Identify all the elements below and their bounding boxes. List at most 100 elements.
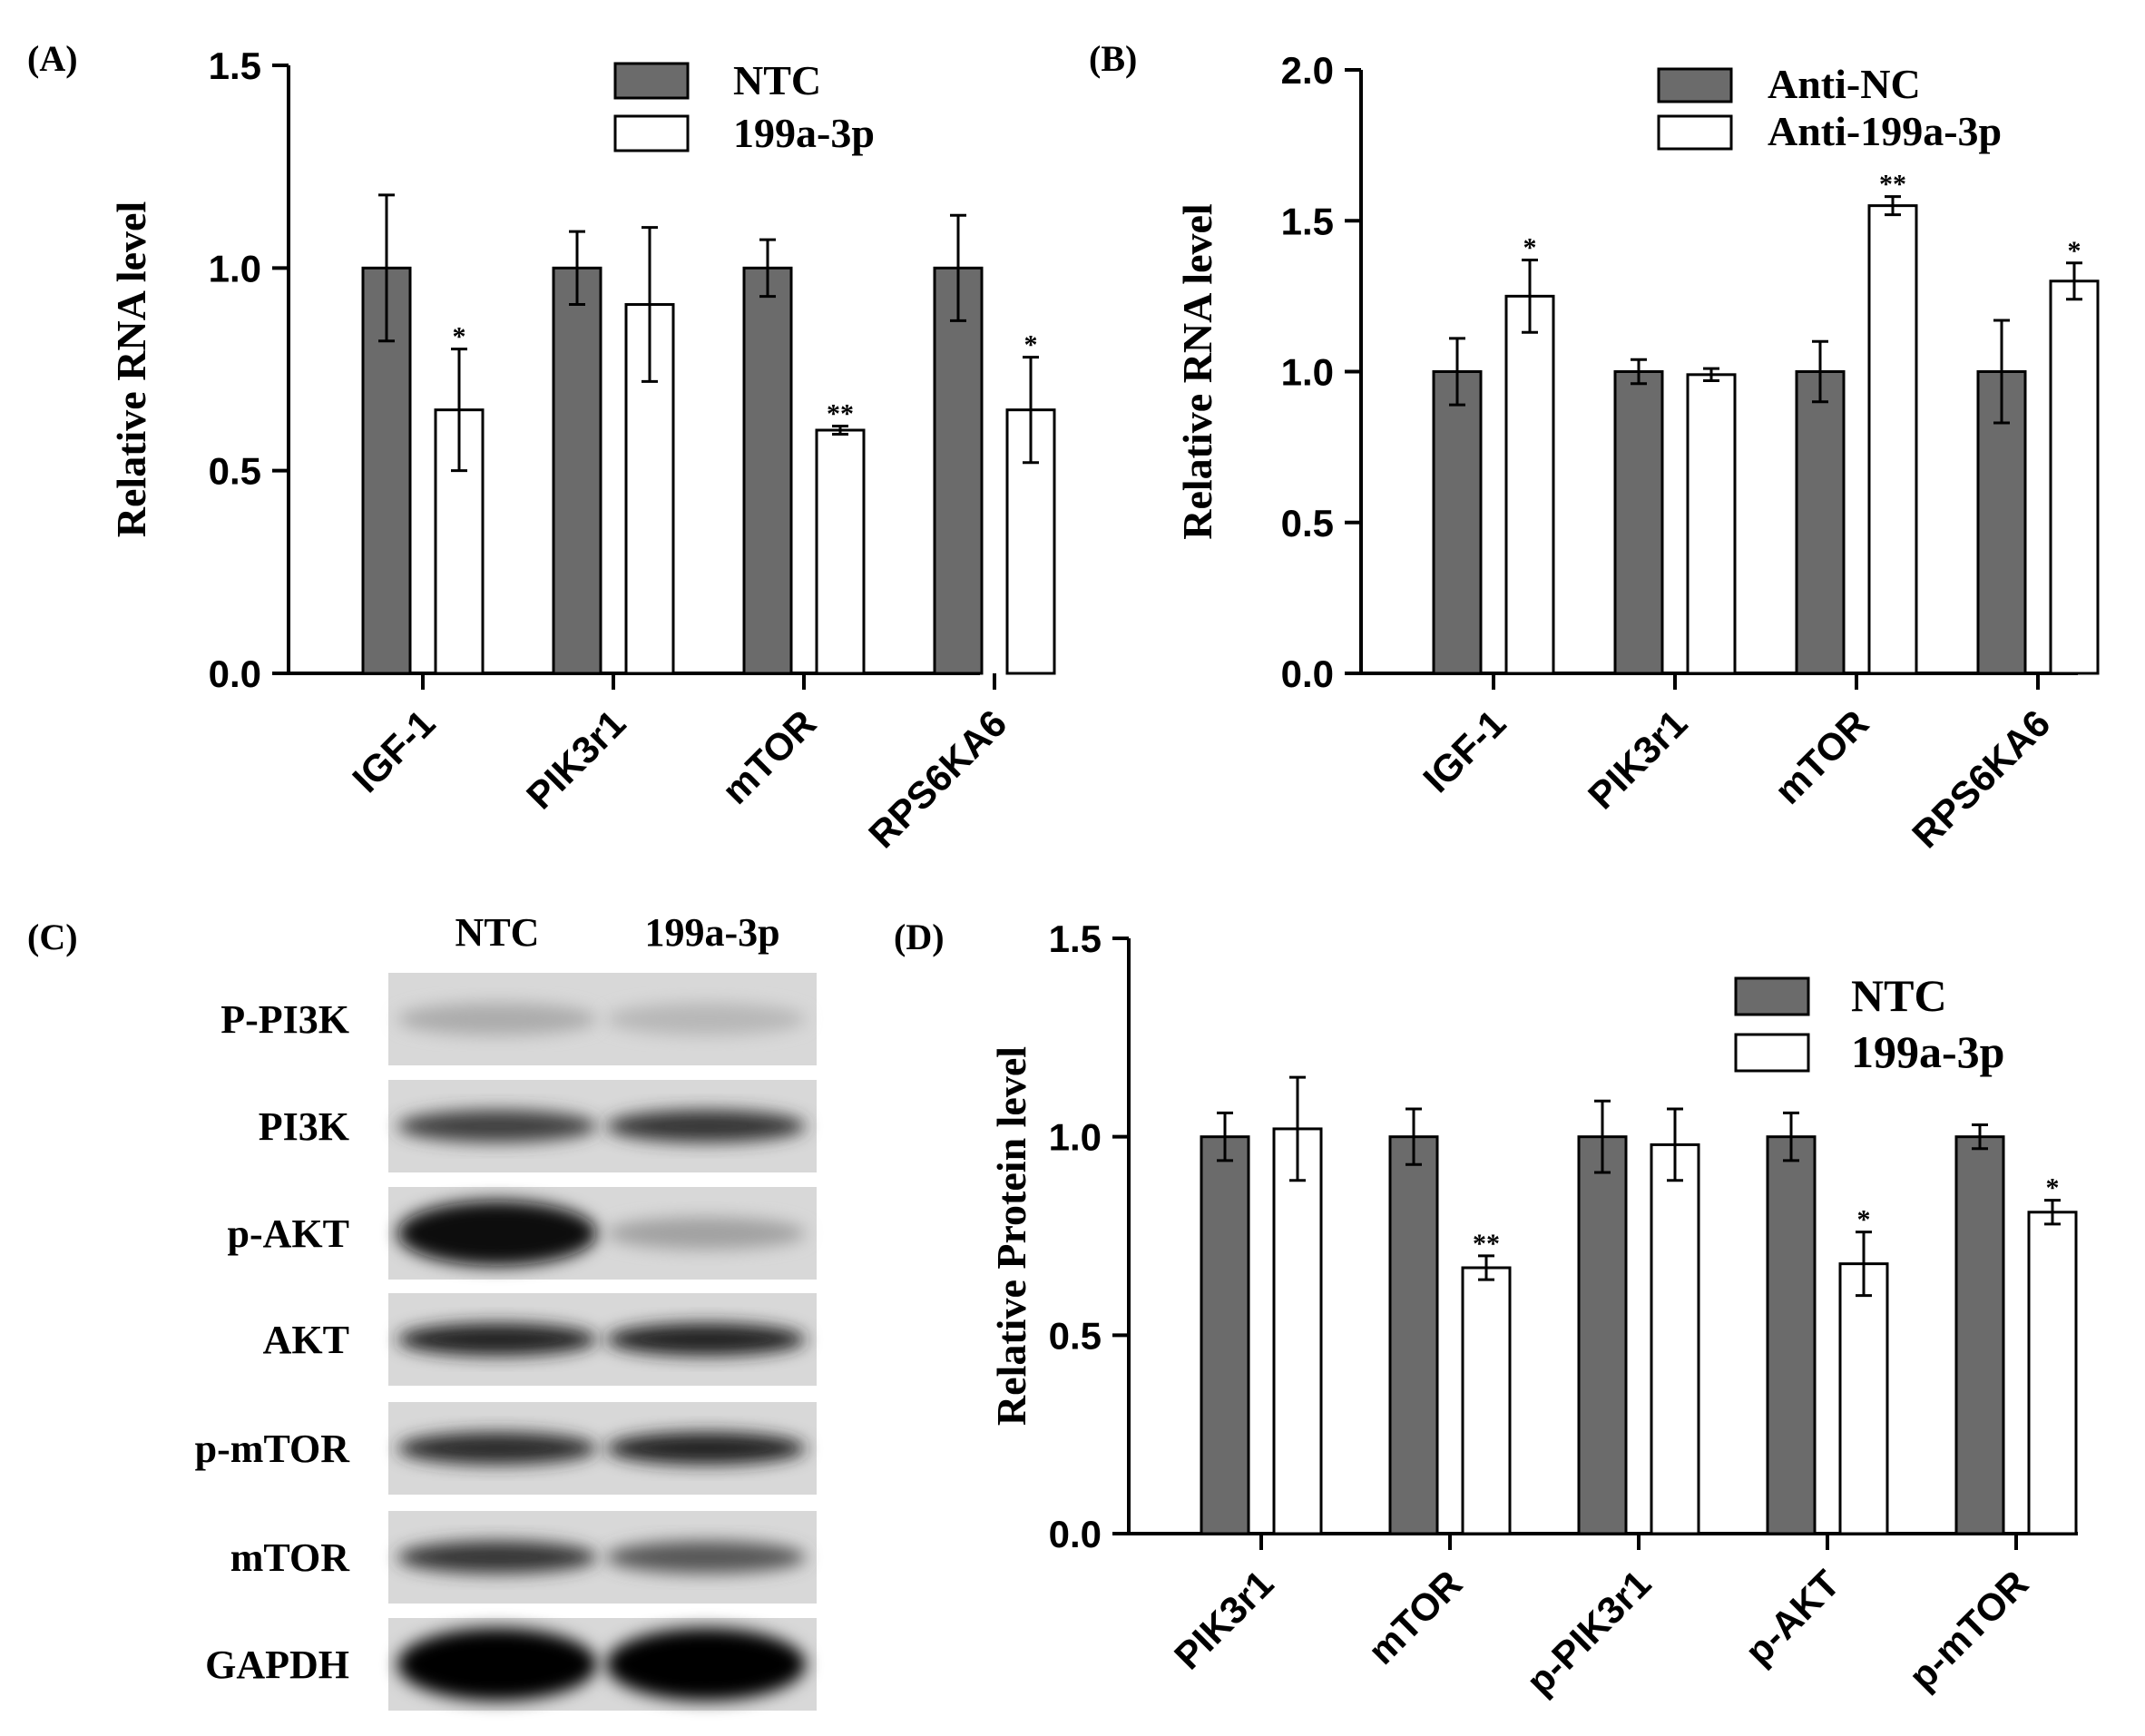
blot-band <box>397 1003 597 1035</box>
blot-band <box>606 1003 806 1035</box>
blot-column-label: NTC <box>455 910 540 955</box>
blot-row-label: GAPDH <box>205 1643 349 1687</box>
x-tick-label: IGF-1 <box>1415 701 1513 800</box>
bar-treatment <box>815 428 866 675</box>
x-tick-label: mTOR <box>714 701 825 812</box>
x-tick-label: p-AKT <box>1737 1562 1848 1673</box>
blot-band <box>606 1541 806 1574</box>
blot-column-label: 199a-3p <box>644 910 779 955</box>
x-tick-label: p-mTOR <box>1901 1562 2037 1698</box>
bar-treatment <box>1650 1143 1700 1535</box>
legend-swatch <box>1657 114 1733 151</box>
bar-treatment <box>1272 1127 1323 1535</box>
bar-control <box>1613 370 1664 675</box>
legend-swatch <box>1657 67 1733 103</box>
significance-mark: * <box>1857 1205 1871 1235</box>
bar-control <box>552 266 602 675</box>
blot-band <box>397 1541 597 1574</box>
legend-label: 199a-3p <box>733 110 875 156</box>
chart-panel-b: (B) 0.0 0.5 1.0 1.5 2.0 Relative RNA level * IGF… <box>1089 38 2100 856</box>
significance-mark: ** <box>1879 170 1906 200</box>
x-tick-label: PIK3r1 <box>1166 1562 1281 1677</box>
bar-treatment <box>1461 1266 1512 1535</box>
bar-treatment <box>1838 1262 1889 1535</box>
bar-control <box>933 266 984 675</box>
blot-row-label: AKT <box>263 1318 349 1362</box>
blot-band <box>606 1628 806 1701</box>
blot-band <box>397 1110 597 1143</box>
significance-mark: * <box>1523 232 1537 262</box>
blot-band <box>606 1110 806 1143</box>
y-tick-label: 0.0 <box>1281 652 1334 695</box>
x-tick-label: PIK3r1 <box>518 701 633 817</box>
bar-control <box>1766 1135 1817 1535</box>
bar-treatment <box>1504 294 1555 675</box>
y-tick-label: 1.0 <box>1281 351 1334 394</box>
bar-treatment <box>2027 1211 2078 1535</box>
blot-band <box>397 1432 597 1465</box>
panel-label: (A) <box>27 38 78 79</box>
blot-band <box>606 1432 806 1465</box>
legend-swatch <box>1734 1033 1810 1073</box>
bar-treatment <box>1867 204 1918 675</box>
chart-panel-a: (A) 0.0 0.5 1.0 1.5 Relative RNA level * IGF-1 P… <box>27 38 1056 856</box>
legend-label: NTC <box>1851 970 1947 1021</box>
significance-mark: * <box>2068 236 2081 266</box>
bar-treatment <box>2049 280 2100 675</box>
x-tick-label: PIK3r1 <box>1580 701 1695 817</box>
bar-control <box>1200 1135 1250 1535</box>
y-tick-label: 0.5 <box>209 450 261 493</box>
bar-treatment <box>624 303 675 675</box>
blot-band <box>397 1323 597 1356</box>
x-tick-label: RPS6KA6 <box>1904 701 2058 856</box>
significance-mark: * <box>453 322 466 352</box>
blot-row-label: p-AKT <box>228 1211 349 1256</box>
x-tick-label: p-PIK3r1 <box>1518 1562 1659 1702</box>
legend-label: 199a-3p <box>1851 1026 2004 1077</box>
y-tick-label: 0.5 <box>1049 1314 1102 1357</box>
y-axis-label: Relative RNA level <box>1174 203 1220 539</box>
y-tick-label: 1.5 <box>1281 200 1334 242</box>
significance-mark: ** <box>827 399 854 429</box>
panel-label: (D) <box>894 917 945 957</box>
blot-band <box>606 1217 806 1250</box>
blot-row-label: P-PI3K <box>220 997 349 1042</box>
significance-mark: * <box>1024 330 1038 360</box>
legend-label: Anti-NC <box>1768 61 1921 107</box>
legend-swatch <box>613 114 690 152</box>
blot-band <box>606 1323 806 1356</box>
bar-treatment <box>1686 373 1737 675</box>
bar-control <box>1577 1135 1628 1535</box>
panel-label: (B) <box>1089 38 1137 79</box>
y-tick-label: 2.0 <box>1281 49 1334 92</box>
blot-row-label: p-mTOR <box>195 1427 351 1471</box>
panel-label: (C) <box>27 917 78 957</box>
bar-control <box>1954 1135 2005 1535</box>
chart-panel-d: (D) 0.0 0.5 1.0 1.5 Relative Protein level PIK… <box>894 917 2078 1702</box>
y-tick-label: 1.5 <box>209 44 261 87</box>
blot-row-label: PI3K <box>259 1104 349 1149</box>
x-tick-label: RPS6KA6 <box>860 701 1014 856</box>
significance-mark: ** <box>1473 1229 1500 1259</box>
y-axis-label: Relative RNA level <box>108 201 154 537</box>
legend-label: Anti-199a-3p <box>1768 108 2002 154</box>
y-tick-label: 1.5 <box>1049 917 1102 960</box>
legend-label: NTC <box>733 57 821 103</box>
bar-control <box>1388 1135 1439 1535</box>
y-tick-label: 0.0 <box>209 652 261 695</box>
blot-row-label: mTOR <box>230 1535 350 1580</box>
bar-control <box>1432 370 1483 675</box>
y-axis-label: Relative Protein level <box>988 1046 1034 1426</box>
legend-swatch <box>1734 976 1810 1016</box>
western-blot-panel: (C) NTC 199a-3p P-PI3K PI3K p-AKT AKT p-mTOR mTO… <box>27 910 817 1711</box>
bar-control <box>1795 370 1846 675</box>
y-tick-label: 1.0 <box>209 247 261 289</box>
blot-band <box>397 1201 597 1266</box>
x-tick-label: mTOR <box>1360 1562 1471 1672</box>
x-tick-label: IGF-1 <box>344 701 443 800</box>
y-tick-label: 1.0 <box>1049 1116 1102 1159</box>
x-tick-label: mTOR <box>1767 701 1877 812</box>
significance-mark: * <box>2046 1173 2060 1203</box>
y-tick-label: 0.5 <box>1281 502 1334 544</box>
